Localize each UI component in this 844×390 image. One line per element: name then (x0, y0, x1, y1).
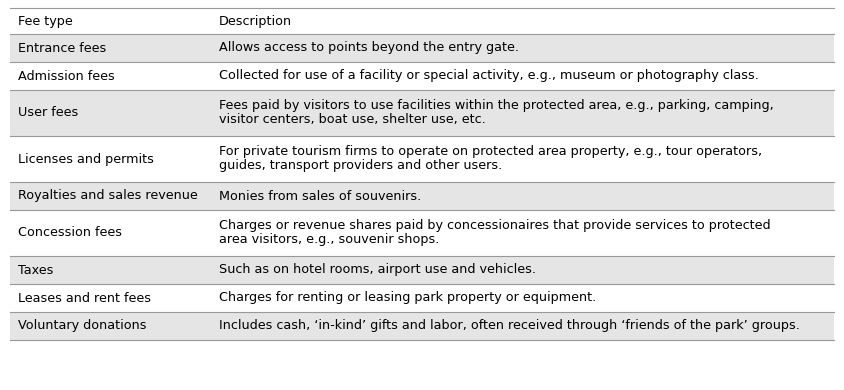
Text: Admission fees: Admission fees (18, 69, 115, 83)
Text: guides, transport providers and other users.: guides, transport providers and other us… (219, 160, 502, 172)
Bar (10, 62, 834, 90)
Text: Collected for use of a facility or special activity, e.g., museum or photography: Collected for use of a facility or speci… (219, 69, 759, 83)
Text: For private tourism firms to operate on protected area property, e.g., tour oper: For private tourism firms to operate on … (219, 145, 762, 158)
Bar (10, 182, 834, 210)
Text: Charges or revenue shares paid by concessionaires that provide services to prote: Charges or revenue shares paid by conces… (219, 220, 771, 232)
Text: visitor centers, boat use, shelter use, etc.: visitor centers, boat use, shelter use, … (219, 113, 486, 126)
Text: Monies from sales of souvenirs.: Monies from sales of souvenirs. (219, 190, 421, 202)
Text: Royalties and sales revenue: Royalties and sales revenue (18, 190, 197, 202)
Text: Fees paid by visitors to use facilities within the protected area, e.g., parking: Fees paid by visitors to use facilities … (219, 99, 774, 112)
Text: Allows access to points beyond the entry gate.: Allows access to points beyond the entry… (219, 41, 519, 55)
Text: Concession fees: Concession fees (18, 227, 122, 239)
Text: area visitors, e.g., souvenir shops.: area visitors, e.g., souvenir shops. (219, 234, 440, 246)
Text: Includes cash, ‘in-kind’ gifts and labor, often received through ‘friends of the: Includes cash, ‘in-kind’ gifts and labor… (219, 319, 800, 333)
Text: Such as on hotel rooms, airport use and vehicles.: Such as on hotel rooms, airport use and … (219, 264, 536, 277)
Text: Charges for renting or leasing park property or equipment.: Charges for renting or leasing park prop… (219, 291, 596, 305)
Bar (10, 90, 834, 136)
Text: Voluntary donations: Voluntary donations (18, 319, 147, 333)
Bar (10, 8, 834, 34)
Text: Fee type: Fee type (18, 14, 73, 28)
Bar (10, 136, 834, 182)
Bar (10, 284, 834, 312)
Bar (10, 34, 834, 62)
Text: User fees: User fees (18, 106, 78, 119)
Text: Leases and rent fees: Leases and rent fees (18, 291, 151, 305)
Text: Licenses and permits: Licenses and permits (18, 152, 154, 165)
Bar (10, 210, 834, 256)
Bar (10, 256, 834, 284)
Text: Entrance fees: Entrance fees (18, 41, 106, 55)
Text: Description: Description (219, 14, 292, 28)
Bar (10, 312, 834, 340)
Text: Taxes: Taxes (18, 264, 53, 277)
